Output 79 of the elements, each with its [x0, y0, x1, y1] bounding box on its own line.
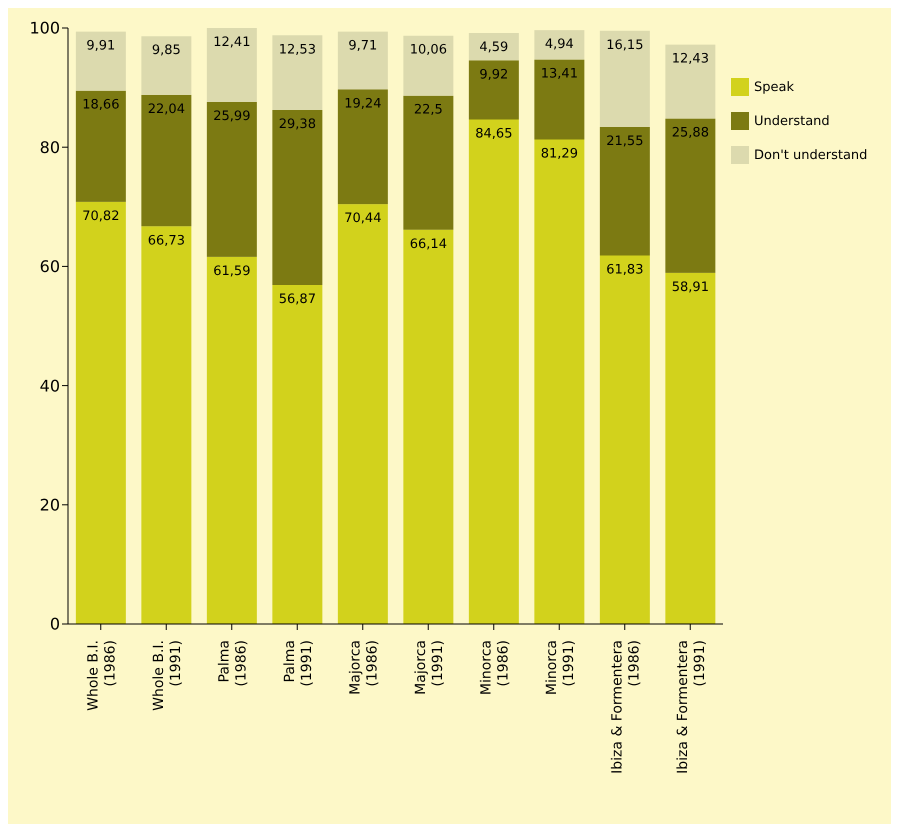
x-tick-label: Palma (1991) — [282, 640, 315, 687]
bar — [468, 60, 519, 120]
bar — [76, 90, 126, 202]
data-label: 25,88 — [672, 126, 709, 141]
bar — [272, 35, 322, 110]
legend-label: Speak — [754, 80, 794, 94]
y-tick-label: 20 — [40, 495, 60, 514]
bar — [468, 119, 519, 624]
data-label: 70,44 — [344, 211, 382, 226]
data-label: 9,71 — [348, 38, 378, 54]
bar — [76, 202, 126, 624]
x-tick-label: Whole B.I. (1991) — [150, 640, 184, 711]
y-tick-label: 60 — [40, 257, 60, 276]
bar — [665, 272, 716, 624]
x-tick-label: Majorca (1991) — [412, 640, 446, 695]
data-label: 18,66 — [82, 98, 120, 113]
data-label: 9,91 — [86, 38, 116, 54]
data-label: 12,43 — [672, 52, 709, 67]
bar — [206, 102, 257, 257]
data-label: 29,38 — [278, 116, 316, 132]
bar — [141, 36, 192, 95]
data-label: 81,29 — [540, 146, 578, 162]
bar — [206, 256, 257, 624]
bar — [403, 230, 454, 624]
x-tick-label: Whole B.I. (1986) — [85, 640, 118, 711]
bar — [272, 110, 322, 286]
bar — [206, 28, 257, 102]
bar — [338, 32, 388, 90]
x-tick-label: Ibiza & Formentera (1986) — [609, 640, 642, 774]
legend-label: Don't understand — [754, 148, 868, 162]
bar — [468, 33, 519, 60]
y-tick-label: 40 — [40, 376, 60, 396]
data-label: 84,65 — [475, 126, 512, 142]
data-label: 12,41 — [213, 35, 250, 50]
bar — [338, 204, 388, 624]
bar — [600, 127, 650, 256]
data-label: 58,91 — [672, 280, 709, 295]
data-label: 4,94 — [544, 37, 574, 52]
bar — [141, 226, 192, 624]
bar — [403, 36, 454, 96]
x-tick-label: Majorca (1986) — [347, 640, 380, 695]
data-label: 70,82 — [82, 208, 120, 224]
data-label: 19,24 — [344, 96, 382, 112]
bar — [403, 96, 454, 230]
data-label: 25,99 — [213, 109, 250, 124]
bar — [600, 255, 650, 624]
data-label: 56,87 — [278, 292, 316, 308]
data-label: 22,04 — [148, 102, 185, 117]
data-label: 12,53 — [278, 42, 316, 58]
bar — [534, 60, 584, 140]
y-tick-label: 0 — [50, 614, 60, 634]
bar — [338, 90, 388, 204]
data-label: 13,41 — [540, 66, 578, 82]
x-tick-label: Minorca (1991) — [544, 640, 577, 696]
data-label: 22,5 — [414, 102, 443, 118]
data-label: 61,83 — [606, 262, 644, 278]
bar — [665, 44, 716, 119]
y-tick-label: 80 — [40, 138, 60, 157]
data-label: 66,73 — [148, 233, 185, 248]
data-label: 9,85 — [152, 43, 181, 58]
data-label: 61,59 — [213, 264, 250, 279]
x-tick-label: Minorca (1986) — [478, 640, 512, 696]
x-tick-label: Palma (1986) — [216, 640, 250, 687]
data-label: 10,06 — [410, 42, 447, 58]
data-label: 66,14 — [410, 236, 447, 252]
data-label: 16,15 — [606, 38, 644, 53]
data-label: 21,55 — [606, 134, 644, 150]
bar — [76, 32, 126, 91]
data-label: 4,59 — [479, 40, 508, 56]
data-label: 9,92 — [479, 67, 508, 82]
bar — [272, 285, 322, 624]
x-tick-label: Ibiza & Formentera (1991) — [674, 640, 708, 774]
bar — [600, 30, 650, 128]
bar — [665, 118, 716, 273]
bar — [141, 94, 192, 226]
y-tick-label: 100 — [29, 18, 60, 38]
legend-label: Understand — [754, 114, 830, 128]
bar — [534, 30, 584, 60]
bar — [534, 140, 584, 624]
